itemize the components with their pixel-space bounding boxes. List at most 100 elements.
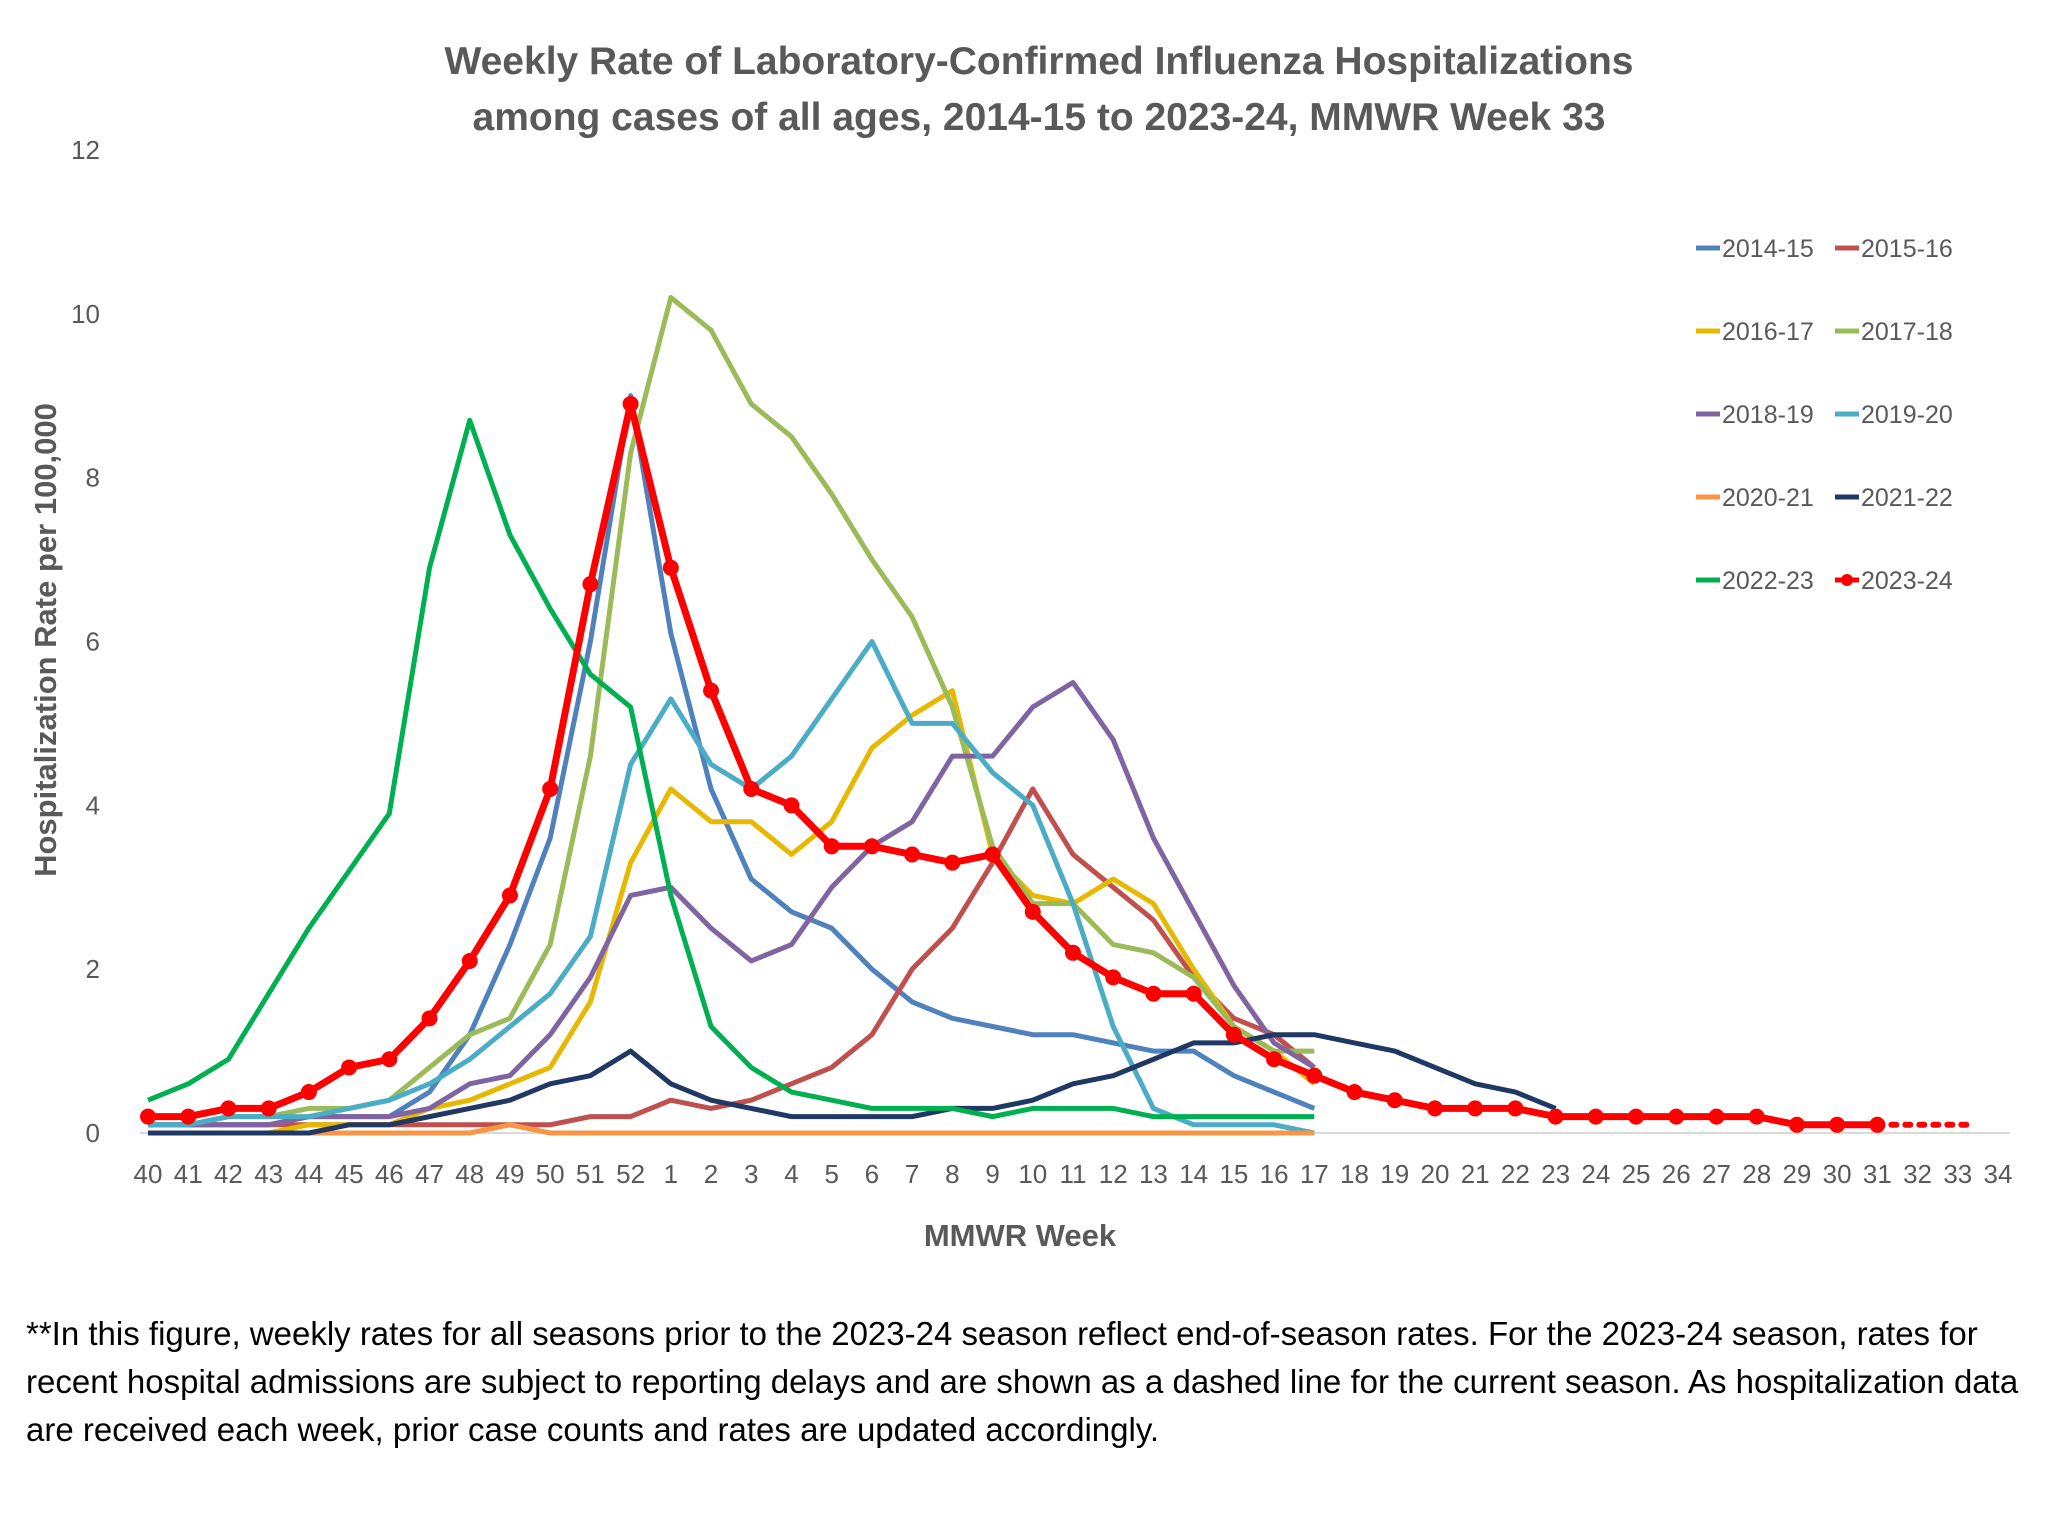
x-tick-label: 20 [1420, 1159, 1449, 1189]
data-point [341, 1059, 358, 1076]
x-tick-label: 15 [1219, 1159, 1248, 1189]
data-point [1145, 985, 1162, 1002]
legend-item-2016-17: 2016-17 [1696, 318, 1814, 346]
legend-item-2021-22: 2021-22 [1835, 484, 1953, 512]
data-point [1105, 969, 1122, 986]
x-tick-label: 8 [945, 1159, 959, 1189]
series-2019-20 [148, 639, 1315, 1136]
y-tick-label: 8 [86, 463, 100, 493]
data-point [743, 780, 760, 797]
data-point [300, 1084, 317, 1101]
data-point [823, 838, 840, 855]
x-tick-label: 31 [1863, 1159, 1892, 1189]
series-2023-24 [140, 395, 1973, 1133]
series-2017-18 [148, 294, 1315, 1128]
x-tick-label: 32 [1903, 1159, 1932, 1189]
series-line [148, 294, 1315, 1128]
x-tick-label: 17 [1300, 1159, 1329, 1189]
x-tick-label: 14 [1179, 1159, 1208, 1189]
series-line [148, 679, 1316, 1128]
x-tick-label: 51 [576, 1159, 605, 1189]
x-tick-label: 49 [495, 1159, 524, 1189]
x-tick-label: 25 [1622, 1159, 1651, 1189]
x-tick-label: 6 [865, 1159, 879, 1189]
data-point [1386, 1092, 1403, 1109]
series-2022-23 [147, 417, 1315, 1120]
series-2021-22 [148, 1032, 1557, 1136]
legend-item-2020-21: 2020-21 [1696, 484, 1814, 512]
data-point [1346, 1084, 1363, 1101]
x-tick-label: 46 [375, 1159, 404, 1189]
legend-label: 2020-21 [1722, 484, 1814, 512]
data-point [260, 1100, 277, 1117]
x-tick-label: 26 [1662, 1159, 1691, 1189]
y-tick-label: 0 [86, 1118, 100, 1148]
data-point [1266, 1051, 1283, 1068]
x-tick-label: 4 [784, 1159, 798, 1189]
x-axis-label: MMWR Week [924, 1218, 1117, 1253]
data-point [944, 854, 961, 871]
legend-item-2023-24: 2023-24 [1835, 567, 1953, 595]
x-tick-label: 5 [824, 1159, 838, 1189]
data-point [1708, 1108, 1725, 1125]
x-tick-label: 50 [536, 1159, 565, 1189]
x-tick-label: 16 [1260, 1159, 1289, 1189]
y-tick-label: 6 [86, 627, 100, 657]
legend-item-2015-16: 2015-16 [1835, 235, 1953, 263]
legend-item-2014-15: 2014-15 [1696, 235, 1814, 263]
series-line [148, 393, 1316, 1128]
x-tick-label: 21 [1461, 1159, 1490, 1189]
legend-label: 2018-19 [1722, 401, 1814, 429]
chart-subtitle: among cases of all ages, 2014-15 to 2023… [473, 96, 1606, 139]
x-tick-label: 13 [1139, 1159, 1168, 1189]
legend-item-2018-19: 2018-19 [1696, 401, 1814, 429]
x-tick-label: 12 [1099, 1159, 1128, 1189]
data-point [542, 780, 559, 797]
series-2020-21 [148, 1122, 1315, 1136]
footnote: **In this figure, weekly rates for all s… [26, 1315, 2019, 1448]
y-tick-label: 2 [86, 954, 100, 984]
data-point [501, 887, 518, 904]
data-point [1748, 1108, 1765, 1125]
legend-label: 2023-24 [1861, 567, 1953, 595]
x-tick-label: 28 [1742, 1159, 1771, 1189]
series-line [148, 639, 1315, 1136]
data-point [783, 797, 800, 814]
data-point [1788, 1116, 1805, 1133]
y-axis-label: Hospitalization Rate per 100,000 [28, 403, 63, 877]
data-point [1185, 985, 1202, 1002]
x-tick-label: 33 [1943, 1159, 1972, 1189]
series-line [148, 1032, 1557, 1136]
x-tick-label: 34 [1984, 1159, 2013, 1189]
series-line [147, 417, 1315, 1120]
legend-label: 2016-17 [1722, 318, 1814, 346]
x-tick-label: 2 [704, 1159, 718, 1189]
x-tick-label: 22 [1501, 1159, 1530, 1189]
data-point [1668, 1108, 1685, 1125]
data-point [984, 846, 1001, 863]
data-point [703, 682, 720, 699]
series-2014-15 [148, 393, 1316, 1128]
legend-label: 2015-16 [1861, 235, 1953, 263]
x-tick-label: 29 [1782, 1159, 1811, 1189]
data-point [904, 846, 921, 863]
x-tick-label: 24 [1581, 1159, 1610, 1189]
y-tick-label: 10 [71, 299, 100, 329]
data-point [1507, 1100, 1524, 1117]
x-tick-label: 9 [985, 1159, 999, 1189]
data-point [1467, 1100, 1484, 1117]
data-point [1225, 1026, 1242, 1043]
y-tick-label: 4 [86, 790, 100, 820]
data-point [1628, 1108, 1645, 1125]
data-point [1547, 1108, 1564, 1125]
legend-label: 2022-23 [1722, 567, 1814, 595]
x-tick-label: 47 [415, 1159, 444, 1189]
data-point [863, 838, 880, 855]
data-point [421, 1010, 438, 1027]
legend-label: 2014-15 [1722, 235, 1814, 263]
legend-item-2022-23: 2022-23 [1696, 567, 1814, 595]
x-tick-label: 44 [294, 1159, 323, 1189]
x-tick-label: 42 [214, 1159, 243, 1189]
x-tick-label: 30 [1823, 1159, 1852, 1189]
x-tick-label: 40 [134, 1159, 163, 1189]
